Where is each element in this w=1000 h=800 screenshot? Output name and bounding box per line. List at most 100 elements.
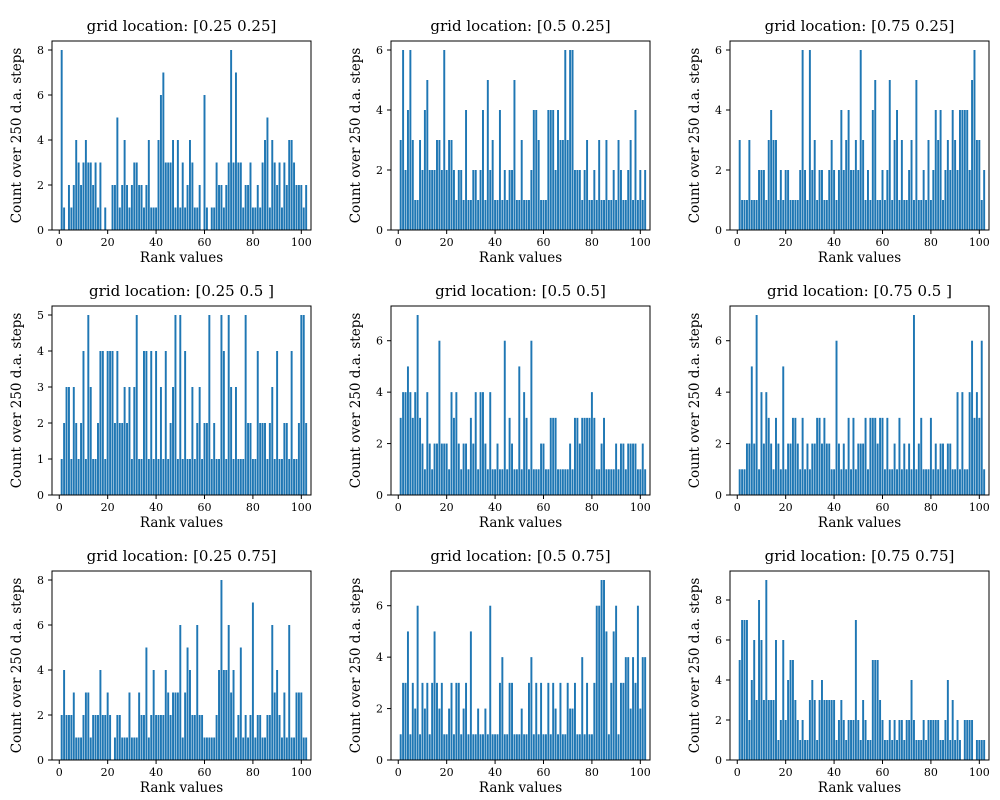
x-tick-label: 100 <box>291 236 312 249</box>
bar <box>193 459 196 495</box>
bar <box>975 740 978 760</box>
bar <box>186 185 189 230</box>
x-tick-label: 100 <box>630 236 651 249</box>
bar <box>198 185 201 230</box>
bar <box>259 715 262 760</box>
bar <box>789 660 792 760</box>
bar <box>271 625 274 760</box>
bar <box>573 682 576 760</box>
bar <box>191 162 194 230</box>
bar <box>210 459 213 495</box>
bar <box>784 469 787 495</box>
bar <box>966 469 969 495</box>
bar <box>748 443 751 495</box>
bar <box>542 734 545 760</box>
bar <box>244 315 247 495</box>
bar <box>787 170 790 230</box>
bar <box>126 737 129 760</box>
bar <box>811 443 814 495</box>
x-tick-label: 100 <box>630 501 651 514</box>
bar <box>850 170 852 230</box>
bar <box>552 682 555 760</box>
bar <box>537 734 540 760</box>
bar <box>143 351 145 495</box>
bar <box>552 110 555 230</box>
bar <box>109 715 112 760</box>
bar <box>549 734 552 760</box>
bar <box>590 392 593 495</box>
bar <box>157 715 160 760</box>
bar <box>511 170 513 230</box>
bar <box>629 708 632 760</box>
bar <box>261 737 264 760</box>
x-tick-label: 100 <box>969 766 990 779</box>
bar <box>532 734 535 760</box>
bar <box>167 162 170 230</box>
bar <box>612 469 615 495</box>
bar <box>784 170 787 230</box>
bar <box>455 392 458 495</box>
bar <box>426 392 429 495</box>
bar <box>639 708 642 760</box>
bar <box>777 200 780 230</box>
bar <box>467 200 470 230</box>
bar <box>222 351 225 495</box>
bar <box>256 715 259 760</box>
bar <box>915 469 918 495</box>
bar <box>266 715 269 760</box>
bar <box>600 200 603 230</box>
bar <box>225 185 228 230</box>
x-tick-label: 100 <box>969 501 990 514</box>
bar <box>581 657 584 760</box>
bar <box>213 423 216 495</box>
bar <box>796 720 799 760</box>
bar <box>94 459 97 495</box>
x-tick-label: 80 <box>585 766 599 779</box>
axes-frame <box>390 570 651 761</box>
bar <box>213 207 216 230</box>
bar <box>750 200 753 230</box>
bar-series <box>60 50 308 230</box>
bar <box>835 200 838 230</box>
bar <box>593 417 596 495</box>
bar <box>494 469 497 495</box>
bar <box>837 720 840 760</box>
bar <box>67 185 70 230</box>
bar <box>254 737 257 760</box>
bar <box>264 737 266 760</box>
bar <box>448 140 451 230</box>
bar <box>438 140 441 230</box>
bar <box>886 740 889 760</box>
bar <box>920 200 923 230</box>
bar <box>491 469 494 495</box>
bar <box>946 680 949 760</box>
bar <box>958 110 961 230</box>
bar <box>961 110 964 230</box>
bar <box>583 734 586 760</box>
y-axis-label: Count over 250 d.a. steps <box>9 578 25 754</box>
bar <box>94 715 97 760</box>
bar <box>72 692 75 760</box>
bar <box>968 170 971 230</box>
bar <box>869 417 872 495</box>
bar <box>169 715 172 760</box>
bar <box>530 657 533 760</box>
bar <box>215 459 218 495</box>
bar <box>259 423 262 495</box>
bar <box>150 351 153 495</box>
bar <box>273 162 276 230</box>
bar <box>193 715 196 760</box>
bar <box>980 200 983 230</box>
bar <box>140 715 143 760</box>
subplot-9: 0 20 40 60 80 100 0 2 4 6 8 grid location: [0.75 0.… <box>687 547 990 796</box>
bar <box>273 692 276 760</box>
bar <box>302 737 305 760</box>
bar <box>864 417 867 495</box>
bar <box>172 692 174 760</box>
bar <box>138 692 141 760</box>
bar <box>741 469 744 495</box>
bar <box>157 140 160 230</box>
bar <box>557 469 559 495</box>
bar <box>436 682 438 760</box>
bar <box>176 459 179 495</box>
